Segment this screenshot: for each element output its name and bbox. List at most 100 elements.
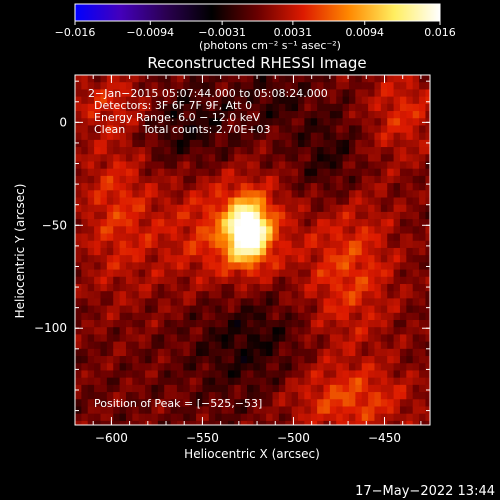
heatmap-cell [145,334,153,343]
heatmap-cell [132,262,140,271]
heatmap-cell [240,247,248,256]
heatmap-cell [266,233,274,242]
heatmap-cell [119,204,127,213]
heatmap-cell [278,103,286,112]
heatmap-cell [170,255,178,263]
heatmap-cell [221,312,229,321]
heatmap-cell [329,348,337,357]
heatmap-cell [202,356,210,364]
heatmap-cell [208,392,216,400]
heatmap-cell [208,211,216,220]
heatmap-cell [208,420,216,425]
heatmap-cell [425,413,430,422]
heatmap-cell [208,233,216,242]
heatmap-cell [336,175,344,184]
heatmap-cell [425,132,430,141]
heatmap-cell [125,406,133,415]
heatmap-cell [164,341,172,350]
heatmap-cell [240,377,248,386]
heatmap-cell [113,370,121,379]
heatmap-cell [412,363,420,372]
heatmap-cell [298,363,305,372]
heatmap-cell [100,377,108,386]
heatmap-cell [202,334,210,343]
heatmap-cell [291,399,299,408]
heatmap-cell [393,125,401,134]
heatmap-cell [234,413,242,422]
heatmap-cell [387,399,395,408]
heatmap-cell [196,320,204,328]
heatmap-cell [266,111,274,119]
heatmap-cell [157,356,165,364]
heatmap-cell [393,111,401,119]
heatmap-cell [266,305,274,314]
heatmap-cell [240,312,248,321]
heatmap-cell [138,233,146,242]
heatmap-cell [323,219,331,227]
heatmap-cell [419,370,427,379]
heatmap-cell [240,89,248,98]
heatmap-cell [342,111,350,119]
heatmap-cell [132,132,140,141]
heatmap-cell [266,320,274,328]
heatmap-cell [125,377,133,386]
heatmap-cell [298,175,305,184]
heatmap-cell [399,132,407,141]
heatmap-cell [132,226,140,235]
heatmap-cell [387,103,395,112]
heatmap-cell [348,255,356,263]
heatmap-cell [285,219,293,227]
heatmap-cell [189,384,197,393]
heatmap-cell [176,219,184,227]
heatmap-cell [278,298,286,307]
heatmap-cell [310,327,318,336]
heatmap-cell [387,233,395,242]
heatmap-cell [419,255,427,263]
heatmap-cell [304,305,312,314]
heatmap-cell [368,204,376,213]
heatmap-cell [342,399,350,408]
heatmap-cell [132,82,140,91]
heatmap-cell [329,377,337,386]
heatmap-cell [164,82,172,91]
heatmap-cell [399,356,407,364]
heatmap-cell [374,111,382,119]
heatmap-cell [419,384,427,393]
heatmap-cell [355,255,363,263]
heatmap-cell [202,103,210,112]
heatmap-cell [208,183,216,191]
heatmap-cell [113,111,121,119]
heatmap-cell [176,103,184,112]
heatmap-cell [272,96,280,105]
heatmap-cell [183,96,191,105]
heatmap-cell [189,413,197,422]
heatmap-cell [81,413,89,422]
heatmap-cell [247,247,255,256]
heatmap-cell [387,183,395,191]
heatmap-cell [272,204,280,213]
heatmap-cell [259,334,267,343]
heatmap-cell [419,139,427,148]
heatmap-cell [342,413,350,422]
heatmap-cell [285,161,293,170]
heatmap-cell [272,298,280,307]
heatmap-cell [380,103,388,112]
heatmap-cell [240,406,248,415]
heatmap-cell [81,226,89,235]
heatmap-cell [240,384,248,393]
heatmap-cell [399,204,407,213]
heatmap-cell [348,204,356,213]
heatmap-cell [87,82,95,91]
heatmap-cell [387,305,395,314]
heatmap-cell [387,118,395,127]
heatmap-cell [355,291,363,299]
heatmap-cell [113,175,121,184]
heatmap-cell [342,305,350,314]
heatmap-cell [361,161,369,170]
heatmap-cell [393,183,401,191]
heatmap-cell [125,96,133,105]
heatmap-cell [361,298,369,307]
heatmap-cell [329,269,337,278]
heatmap-cell [196,291,204,299]
heatmap-cell [374,190,382,199]
